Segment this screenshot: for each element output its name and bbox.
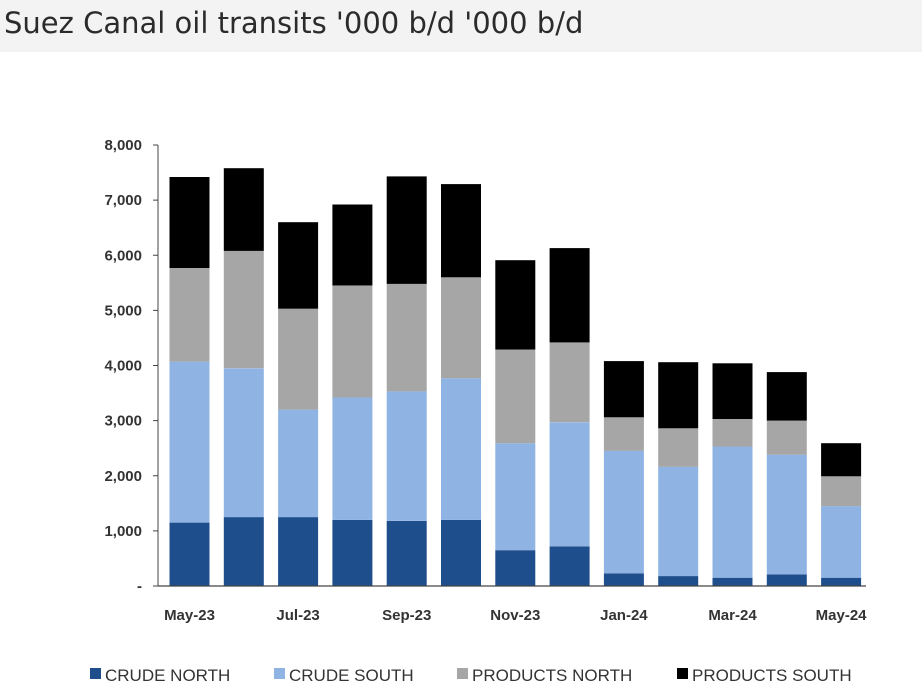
bar-segment: [658, 576, 699, 586]
bar-segment: [169, 177, 210, 268]
bar-segment: [821, 443, 862, 477]
bar-segment: [386, 521, 427, 586]
bar-segment: [712, 446, 753, 578]
x-tick-label: Jul-23: [276, 607, 319, 624]
y-tick-label: 1,000: [104, 523, 142, 540]
legend-label: PRODUCTS SOUTH: [692, 666, 852, 685]
x-tick-label: May-23: [164, 607, 215, 624]
y-tick-label: -: [137, 578, 142, 595]
y-tick-label: 5,000: [104, 302, 142, 319]
title-bar: Suez Canal oil transits '000 b/d '000 b/…: [0, 0, 922, 52]
bar-segment: [278, 409, 319, 518]
bar-segment: [169, 522, 210, 586]
bar-segment: [549, 546, 590, 586]
bar-segment: [495, 550, 536, 586]
bar-segment: [278, 222, 319, 309]
bar-segment: [223, 517, 264, 586]
bar-segment: [603, 417, 644, 451]
bar-segment: [441, 184, 481, 278]
legend-swatch: [274, 668, 285, 679]
chart-title: Suez Canal oil transits '000 b/d '000 b/…: [4, 6, 584, 40]
y-tick-label: 2,000: [104, 468, 142, 485]
bar-segment: [332, 285, 373, 398]
bar-segment: [495, 349, 536, 444]
y-tick-label: 4,000: [104, 358, 142, 375]
y-tick-label: 3,000: [104, 413, 142, 430]
bar-segment: [766, 574, 807, 586]
legend-label: CRUDE SOUTH: [289, 666, 414, 685]
bar-segment: [495, 443, 536, 551]
bar-segment: [549, 248, 590, 343]
bar-segment: [223, 368, 264, 518]
bar-segment: [549, 422, 590, 547]
bar-segment: [495, 260, 536, 350]
bar-segment: [658, 428, 699, 467]
bar-segment: [658, 362, 699, 429]
bar-segment: [766, 372, 807, 421]
bar-segment: [766, 420, 807, 455]
bar-segment: [386, 391, 427, 521]
legend-label: CRUDE NORTH: [105, 666, 230, 685]
bar-segment: [603, 361, 644, 418]
bar-segment: [332, 204, 373, 286]
legend-swatch: [677, 668, 688, 679]
bar-segment: [603, 573, 644, 586]
x-tick-label: May-24: [816, 607, 868, 624]
bar-segment: [712, 419, 753, 447]
bar-segment: [223, 168, 264, 251]
y-tick-label: 6,000: [104, 247, 142, 264]
bar-segment: [386, 283, 427, 392]
bar-segment: [386, 176, 427, 284]
bar-segment: [441, 277, 481, 379]
bar-segment: [712, 363, 753, 419]
bar-segment: [169, 267, 210, 362]
x-tick-label: Nov-23: [490, 607, 540, 624]
bar-segment: [821, 506, 862, 578]
bar-segment: [549, 342, 590, 423]
bar-segment: [332, 397, 373, 520]
bar-segment: [169, 361, 210, 523]
y-tick-label: 8,000: [104, 137, 142, 154]
legend-swatch: [90, 668, 101, 679]
bar-segment: [332, 519, 373, 586]
x-tick-label: Sep-23: [382, 607, 431, 624]
bar-segment: [658, 466, 699, 576]
x-tick-label: Jan-24: [600, 607, 648, 624]
legend-label: PRODUCTS NORTH: [472, 666, 632, 685]
bar-segment: [766, 454, 807, 575]
bar-segment: [821, 577, 862, 586]
bar-segment: [223, 250, 264, 369]
bar-segment: [603, 450, 644, 574]
bar-segment: [712, 577, 753, 586]
x-tick-label: Mar-24: [708, 607, 757, 624]
bar-segment: [441, 378, 481, 520]
bar-segment: [441, 519, 481, 586]
y-tick-label: 7,000: [104, 192, 142, 209]
bar-segment: [278, 308, 319, 410]
bar-segment: [278, 517, 319, 586]
legend-swatch: [457, 668, 468, 679]
bar-segment: [821, 476, 862, 507]
